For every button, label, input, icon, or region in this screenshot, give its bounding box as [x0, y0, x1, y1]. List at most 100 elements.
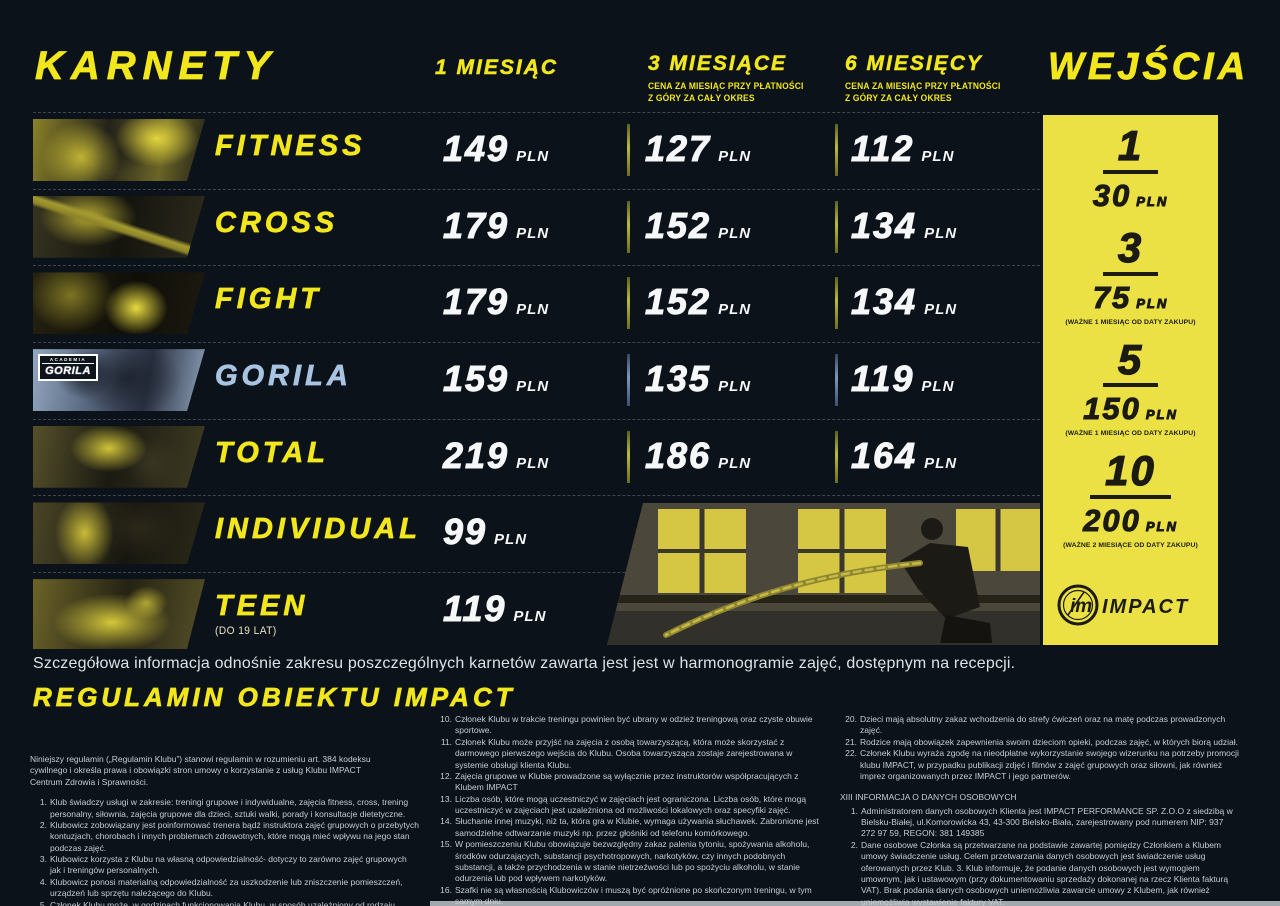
- column-header-3-months: 3 MIESIĄCE CENA ZA MIESIĄC PRZY PŁATNOŚC…: [648, 52, 814, 104]
- regulation-item: 11. Członek Klubu może przyjść na zajęcia…: [440, 736, 793, 770]
- regulation-item: 20. Dzieci mają absolutny zakaz wchodzeni…: [845, 714, 1226, 736]
- regulation-item: 22. Członek Klubu wyraża zgodę na nieodpł…: [845, 748, 1239, 781]
- entry-price: 30 PLN: [1092, 177, 1169, 213]
- plan-label-individual: INDIVIDUAL: [215, 513, 421, 546]
- regulations-title: REGULAMIN OBIEKTU IMPACT: [33, 682, 516, 713]
- badge-gorila-label: GORILA: [45, 365, 91, 378]
- fight-photo: [33, 272, 205, 334]
- price-divider: [835, 200, 838, 253]
- plan-label-cross: CROSS: [215, 206, 339, 239]
- plan-row-total: TOTAL 219 PLN 186 PLN 164 PLN: [33, 418, 1040, 496]
- bottom-edge-strip: [430, 901, 1280, 906]
- entry-count: 10: [1090, 449, 1171, 500]
- regulations-column-2: 10. Członek Klubu w trakcie treningu powi…: [435, 714, 840, 906]
- schedule-note: Szczegółowa informacja odnośnie zakresu …: [33, 655, 1016, 672]
- regulations-column-3: 20. Dzieci mają absolutny zakaz wchodzeni…: [840, 714, 1255, 906]
- price-divider: [627, 124, 630, 176]
- entry-price: 150 PLN: [1083, 391, 1178, 427]
- regulation-item: 1. Klub świadczy usługi w zakresie: treni…: [39, 797, 409, 819]
- entry-pass-5: 5 150 PLN (WAŻNE 1 MIESIĄC OD DATY ZAKUPU): [1065, 337, 1196, 438]
- price-gorila-col3: 119 PLN: [850, 358, 955, 400]
- entry-count: 5: [1102, 337, 1159, 388]
- logo-monogram: im: [1070, 596, 1092, 617]
- column-header-1-month: 1 MIESIĄC: [435, 56, 558, 80]
- price-divider: [835, 354, 838, 407]
- regulation-item: 2. Klubowicz zobowiązany jest poinformowa…: [39, 819, 419, 853]
- price-divider: [835, 430, 838, 483]
- entry-validity-note: (WAŻNE 1 MIESIĄC OD DATY ZAKUPU): [1065, 430, 1196, 438]
- price-individual-col1: 99 PLN: [442, 511, 528, 553]
- page-title: KARNETY: [35, 44, 278, 89]
- regulation-item: 13. Liczba osób, które mogą uczestniczyć …: [440, 793, 807, 815]
- regulations-intro: Niniejszy regulamin („Regulamin Klubu”) …: [30, 754, 371, 787]
- badge-academia-label: ACADEMIA: [42, 357, 94, 364]
- price-fight-col3: 134 PLN: [850, 281, 958, 323]
- entry-price: 200 PLN: [1083, 503, 1178, 539]
- price-fitness-col2: 127 PLN: [644, 128, 752, 170]
- regulation-item: 2. Dane osobowe Członka są przetwarzane n…: [850, 839, 1229, 906]
- entry-validity-note: (WAŻNE 1 MIESIĄC OD DATY ZAKUPU): [1065, 318, 1196, 326]
- column-header-subtitle: CENA ZA MIESIĄC PRZY PŁATNOŚCI Z GÓRY ZA…: [648, 81, 804, 103]
- regulation-item: 12. Zajęcia grupowe w Klubie prowadzone s…: [440, 770, 799, 793]
- regulation-item: 1. Administratorem danych osobowych Klien…: [850, 805, 1233, 839]
- column-header-6-months: 6 MIESIĘCY CENA ZA MIESIĄC PRZY PŁATNOŚC…: [845, 52, 1011, 104]
- entry-count: 3: [1102, 225, 1159, 276]
- regulation-item: 14. Słuchanie innej muzyki, niż ta, która…: [440, 816, 819, 838]
- price-gorila-col1: 159 PLN: [442, 358, 550, 400]
- teen-photo: [33, 579, 205, 649]
- regulation-item: 15. W pomieszczeniu Klubu obowiązuje bezw…: [440, 839, 810, 884]
- entry-pass-1: 1 30 PLN: [1092, 124, 1169, 214]
- plan-label-gorila: GORILA: [215, 360, 352, 393]
- price-total-col2: 186 PLN: [644, 434, 752, 476]
- plan-label-fitness: FITNESS: [215, 130, 366, 163]
- logo-text: IMPACT: [1102, 596, 1189, 618]
- price-table: FITNESS 149 PLN 127 PLN 112 PLN CROSS 179 PLN 152 P…: [33, 112, 1040, 649]
- plan-row-fitness: FITNESS 149 PLN 127 PLN 112 PLN: [33, 112, 1040, 189]
- price-total-col1: 219 PLN: [442, 434, 550, 476]
- column-header-label: 3 MIESIĄCE: [648, 52, 788, 76]
- regulation-item: 21. Rodzice mają obowiązek zapewnienia sw…: [845, 736, 1238, 747]
- individual-photo: [33, 502, 205, 564]
- cross-photo: [33, 196, 205, 258]
- plan-label-total: TOTAL: [215, 436, 329, 469]
- price-fitness-col1: 149 PLN: [442, 128, 550, 170]
- regulations: Niniejszy regulamin („Regulamin Klubu”) …: [30, 714, 1255, 906]
- price-divider: [627, 354, 630, 407]
- price-divider: [835, 124, 838, 176]
- price-divider: [627, 430, 630, 483]
- regulation-item: 3. Klubowicz korzysta z Klubu na własną o…: [39, 854, 407, 876]
- entry-validity-note: (WAŻNE 2 MIESIĄCE OD DATY ZAKUPU): [1063, 542, 1198, 550]
- entries-title: WEJŚCIA: [1048, 46, 1250, 89]
- plan-row-gorila: ACADEMIA GORILA GORILA 159 PLN 135 PLN 119 PLN: [33, 342, 1040, 419]
- price-gorila-col2: 135 PLN: [644, 358, 752, 400]
- gorila-photo: ACADEMIA GORILA: [33, 349, 205, 411]
- fitness-photo: [33, 119, 205, 181]
- regulation-item: 4. Klubowicz ponosi materialną odpowiedzi…: [39, 876, 403, 899]
- data-protection-title: XIII INFORMACJA O DANYCH OSOBOWYCH: [840, 792, 1017, 803]
- plan-row-fight: FIGHT 179 PLN 152 PLN 134 PLN: [33, 265, 1040, 342]
- regulation-item: 5. Członek Klubu może, w godzinach funkcj…: [39, 899, 395, 906]
- entry-pass-3: 3 75 PLN (WAŻNE 1 MIESIĄC OD DATY ZAKUPU): [1065, 225, 1196, 326]
- price-cross-col2: 152 PLN: [644, 204, 752, 246]
- regulation-item: 10. Członek Klubu w trakcie treningu powi…: [440, 714, 813, 736]
- total-photo: [33, 426, 205, 488]
- price-cross-col1: 179 PLN: [442, 204, 550, 246]
- price-fitness-col3: 112 PLN: [850, 128, 955, 170]
- entries-panel: 1 30 PLN 3 75 PLN (WAŻNE 1 MIESIĄC OD DATY ZAK…: [1043, 115, 1218, 645]
- column-header-label: 6 MIESIĘCY: [845, 52, 983, 76]
- regulations-column-1: Niniejszy regulamin („Regulamin Klubu”) …: [30, 714, 435, 906]
- price-teen-col1: 119 PLN: [442, 588, 547, 630]
- plan-row-teen: TEEN (DO 19 LAT) 119 PLN: [33, 572, 1040, 649]
- price-total-col3: 164 PLN: [850, 434, 958, 476]
- column-header-subtitle: CENA ZA MIESIĄC PRZY PŁATNOŚCI Z GÓRY ZA…: [845, 81, 1001, 103]
- battle-rope-photo: [607, 503, 1040, 645]
- plan-label-fight: FIGHT: [215, 283, 322, 316]
- plan-row-individual: INDIVIDUAL 99 PLN: [33, 495, 1040, 572]
- column-header-label: 1 MIESIĄC: [435, 56, 559, 80]
- plan-age-note: (DO 19 LAT): [215, 625, 277, 638]
- price-divider: [835, 277, 838, 330]
- entry-count: 1: [1102, 124, 1159, 174]
- impact-logo: im IMPACT: [1056, 582, 1206, 633]
- price-cross-col3: 134 PLN: [850, 204, 958, 246]
